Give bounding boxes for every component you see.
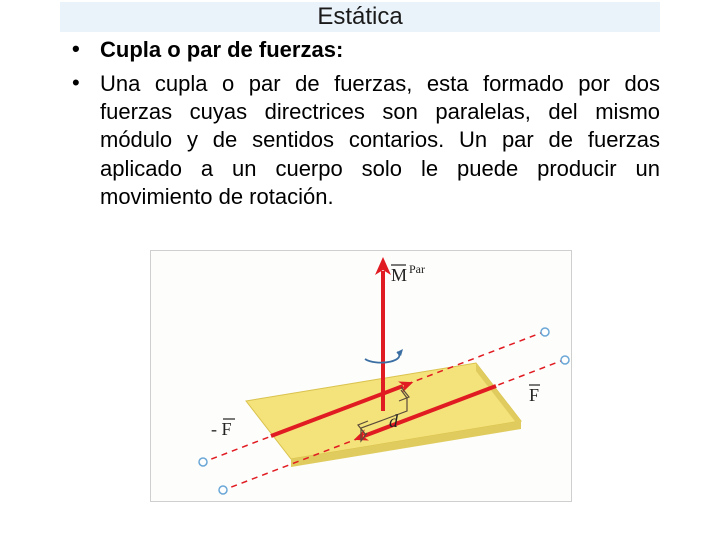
rotation-arrow-head [397,349,403,356]
svg-text:F: F [529,385,539,405]
bullet-body: • Una cupla o par de fuerzas, esta forma… [72,70,660,211]
svg-text:Par: Par [409,262,425,276]
endpoint-ring [541,328,549,336]
force-neg-label: - F [211,419,235,439]
diagram-svg: d M Par - F F [151,251,571,501]
content-area: • Cupla o par de fuerzas: • Una cupla o … [72,36,660,217]
bullet-heading: • Cupla o par de fuerzas: [72,36,660,64]
force-pos-label: F [529,385,540,405]
endpoint-ring [219,486,227,494]
title-band: Estática [60,2,660,32]
endpoint-ring [199,458,207,466]
bullet-body-text: Una cupla o par de fuerzas, esta formado… [100,70,660,211]
bullet-dot: • [72,36,100,64]
bullet-dot: • [72,70,100,211]
svg-text:M: M [391,265,407,285]
endpoint-ring [561,356,569,364]
moment-label: M Par [391,262,425,285]
bullet-heading-text: Cupla o par de fuerzas: [100,36,660,64]
svg-text:- F: - F [211,419,232,439]
d-label: d [389,411,399,431]
couple-diagram: d M Par - F F [150,250,572,502]
page-title: Estática [317,3,402,30]
